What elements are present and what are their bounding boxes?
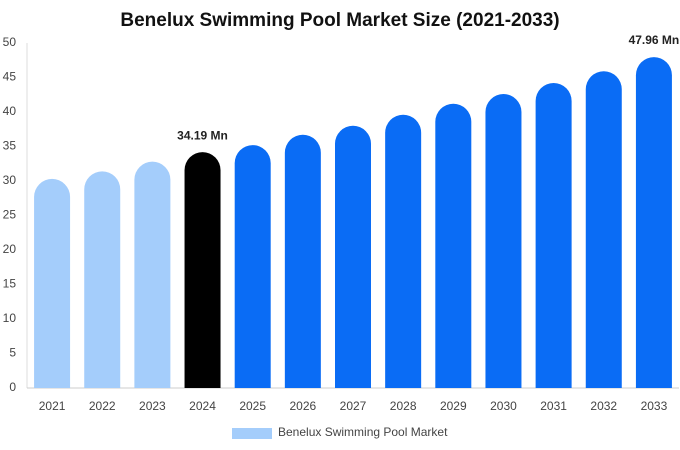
x-tick-label: 2027 <box>340 399 367 413</box>
x-tick-label: 2028 <box>390 399 417 413</box>
bar <box>535 83 572 389</box>
y-tick-label: 5 <box>9 346 16 360</box>
bar <box>335 125 371 389</box>
chart-title: Benelux Swimming Pool Market Size (2021-… <box>120 10 559 31</box>
x-tick-label: 2031 <box>540 399 567 413</box>
bar <box>284 134 321 388</box>
y-tick-label: 45 <box>3 70 17 84</box>
x-tick-label: 2023 <box>139 399 166 413</box>
value-label: 34.19 Mn <box>177 128 228 142</box>
y-tick-label: 30 <box>3 173 17 187</box>
x-tick-label: 2021 <box>39 399 66 413</box>
x-tick-label: 2026 <box>289 399 316 413</box>
bar <box>635 57 672 389</box>
x-tick-label: 2033 <box>641 399 668 413</box>
legend-swatch <box>232 428 272 439</box>
y-tick-label: 0 <box>9 380 16 394</box>
x-tick-label: 2025 <box>239 399 266 413</box>
y-tick-label: 15 <box>3 277 17 291</box>
legend-label: Benelux Swimming Pool Market <box>278 425 448 439</box>
x-tick-label: 2030 <box>490 399 517 413</box>
bar <box>485 94 522 388</box>
y-tick-label: 10 <box>3 311 17 325</box>
x-tick-label: 2029 <box>440 399 467 413</box>
y-tick-label: 35 <box>3 139 17 153</box>
bar <box>34 178 71 388</box>
bar <box>84 171 121 388</box>
x-tick-label: 2022 <box>89 399 116 413</box>
value-label: 47.96 Mn <box>629 33 680 47</box>
bar <box>234 145 271 388</box>
y-tick-label: 40 <box>3 104 17 118</box>
y-tick-label: 50 <box>3 35 17 49</box>
bar <box>184 152 221 388</box>
bar <box>134 161 171 388</box>
x-tick-label: 2032 <box>590 399 617 413</box>
bar <box>435 103 472 388</box>
y-tick-label: 20 <box>3 242 17 256</box>
x-tick-label: 2024 <box>189 399 216 413</box>
bar <box>585 71 622 388</box>
bar <box>385 114 422 388</box>
y-tick-label: 25 <box>3 208 17 222</box>
